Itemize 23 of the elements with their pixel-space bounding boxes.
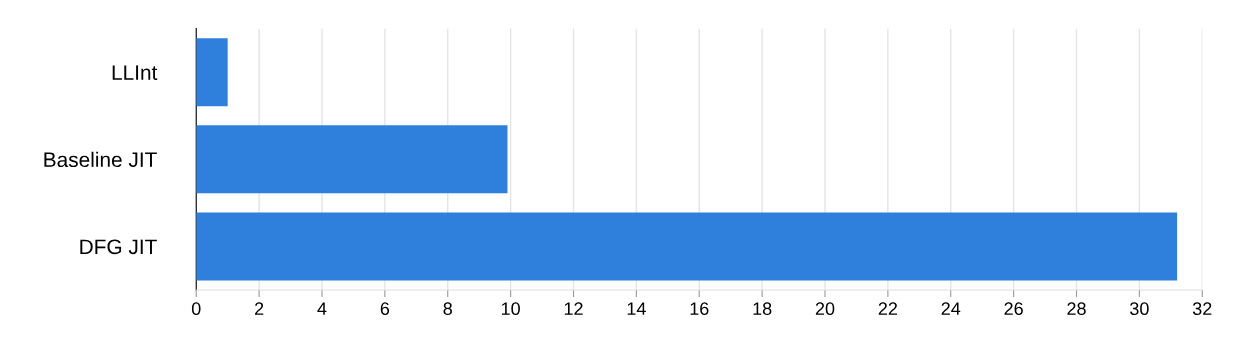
x-tick-label: 10: [501, 302, 520, 316]
x-tick-label: 26: [1004, 302, 1023, 316]
x-tick-label: 6: [380, 302, 390, 316]
x-tick-label: 32: [1192, 302, 1212, 316]
x-tick-label: 0: [191, 302, 201, 316]
x-tick-label: 2: [255, 302, 264, 315]
x-tick-label: 16: [690, 302, 709, 316]
bar: [196, 38, 228, 107]
x-tick-label: 24: [941, 302, 961, 315]
bar: [196, 212, 1178, 281]
bar: [196, 125, 508, 194]
y-tick-label: LLInt: [112, 65, 158, 80]
x-tick-label: 30: [1130, 302, 1149, 316]
y-tick-label: DFG JIT: [80, 239, 157, 255]
x-tick-label: 8: [443, 302, 452, 316]
x-tick-label: 14: [627, 302, 646, 315]
x-tick-label: 20: [815, 302, 835, 316]
x-tick-label: 28: [1067, 302, 1086, 316]
x-tick-label: 18: [753, 302, 772, 316]
x-tick-label: 12: [564, 302, 583, 315]
x-tick-label: 4: [317, 302, 327, 315]
x-tick-label: 22: [878, 302, 898, 315]
y-tick-label: Baseline JIT: [44, 151, 157, 168]
